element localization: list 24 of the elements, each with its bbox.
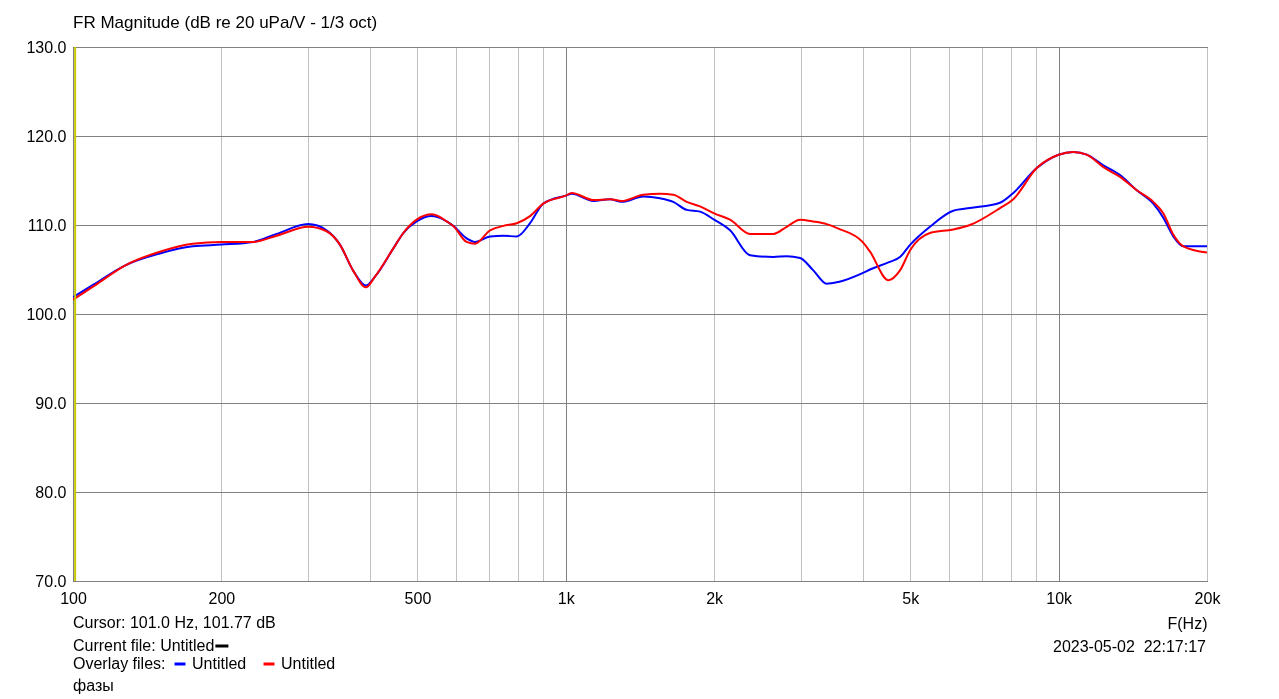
- x-tick-label: 100: [60, 589, 87, 607]
- text: Cursor: 101.0 Hz, 101.77 dB: [73, 614, 276, 631]
- y-tick-label: 90.0: [35, 394, 67, 412]
- legend-label: Untitled: [281, 655, 336, 672]
- y-tick-label: 80.0: [35, 483, 67, 501]
- y-tick-label: 130.0: [26, 38, 67, 56]
- y-tick-label: 120.0: [26, 127, 67, 145]
- legend-title: Overlay files:: [73, 655, 166, 672]
- legend-label: Untitled: [192, 655, 247, 672]
- y-tick-label: 100.0: [26, 305, 67, 323]
- x-tick-label: 5k: [902, 589, 921, 607]
- x-tick-label: 500: [404, 589, 432, 607]
- x-tick-label: 200: [208, 589, 236, 607]
- y-tick-label: 70.0: [35, 572, 67, 590]
- chart-title: FR Magnitude (dB re 20 uPa/V - 1/3 oct): [73, 13, 378, 32]
- x-tick-label: 10k: [1046, 589, 1074, 607]
- x-axis-title: F(Hz): [1167, 614, 1208, 632]
- y-tick-label: 110.0: [27, 216, 67, 234]
- text: 2023-05-02 22:17:17: [1052, 638, 1207, 655]
- x-tick-label: 2k: [706, 589, 725, 607]
- text: фазы: [73, 677, 114, 694]
- x-tick-label: 1k: [557, 589, 576, 607]
- text: Current file: Untitled: [73, 637, 215, 654]
- x-tick-label: 20k: [1194, 589, 1222, 607]
